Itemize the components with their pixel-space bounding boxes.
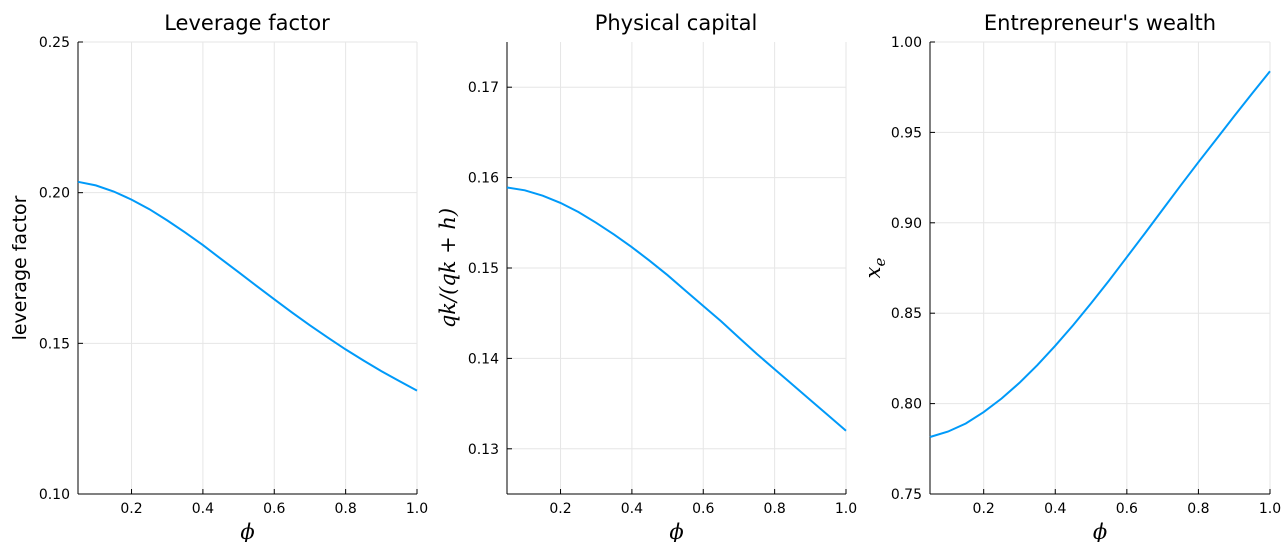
chart-title: Entrepreneur's wealth: [984, 11, 1216, 35]
y-tick-label: 0.13: [468, 442, 499, 458]
x-axis-label: ϕ: [240, 520, 254, 542]
x-tick-label: 1.0: [835, 501, 857, 517]
y-tick-label: 0.14: [468, 351, 499, 367]
y-axis-label: xe: [861, 258, 889, 279]
y-tick-label: 0.10: [39, 487, 70, 503]
x-tick-label: 0.2: [120, 501, 142, 517]
y-tick-label: 0.15: [39, 336, 70, 352]
x-tick-label: 0.4: [621, 501, 643, 517]
x-tick-label: 0.8: [1187, 501, 1209, 517]
chart-title: Physical capital: [595, 11, 758, 35]
y-tick-label: 0.95: [891, 125, 922, 141]
y-axis-label: leverage factor: [9, 195, 31, 340]
x-tick-label: 0.6: [692, 501, 714, 517]
y-tick-label: 0.25: [39, 35, 70, 51]
y-tick-label: 0.75: [891, 487, 922, 503]
y-tick-label: 0.20: [39, 186, 70, 202]
x-tick-label: 1.0: [1259, 501, 1281, 517]
x-tick-label: 1.0: [406, 501, 428, 517]
y-tick-label: 0.16: [468, 171, 499, 187]
x-tick-label: 0.4: [1044, 501, 1066, 517]
chart-panel-1: 0.2 0.4 0.6 0.8 1.0 0.10 0.15 0.20 0.25 Leverage …: [9, 11, 428, 542]
chart-panel-2: 0.2 0.4 0.6 0.8 1.0 0.13 0.14 0.15 0.16 0.17 Physi…: [436, 11, 857, 542]
y-tick-label: 0.85: [891, 306, 922, 322]
x-tick-label: 0.2: [973, 501, 995, 517]
series-line: [506, 186, 847, 432]
y-tick-label: 0.15: [468, 261, 499, 277]
series-line: [929, 70, 1271, 438]
y-tick-label: 1.00: [891, 35, 922, 51]
y-axis-label: qk/(qk + h): [436, 208, 460, 328]
x-tick-label: 0.6: [263, 501, 285, 517]
x-tick-label: 0.2: [549, 501, 571, 517]
chart-title: Leverage factor: [164, 11, 330, 35]
x-tick-label: 0.6: [1116, 501, 1138, 517]
y-tick-label: 0.17: [468, 80, 499, 96]
x-tick-label: 0.4: [192, 501, 214, 517]
x-tick-label: 0.8: [334, 501, 356, 517]
x-tick-label: 0.8: [763, 501, 785, 517]
chart-panel-3: 0.2 0.4 0.6 0.8 1.0 0.75 0.80 0.85 0.90 0.95 1.00 E…: [861, 11, 1281, 542]
y-tick-label: 0.80: [891, 397, 922, 413]
x-axis-label: ϕ: [669, 520, 683, 542]
y-tick-label: 0.90: [891, 216, 922, 232]
series-line: [77, 180, 418, 392]
x-axis-label: ϕ: [1093, 520, 1107, 542]
